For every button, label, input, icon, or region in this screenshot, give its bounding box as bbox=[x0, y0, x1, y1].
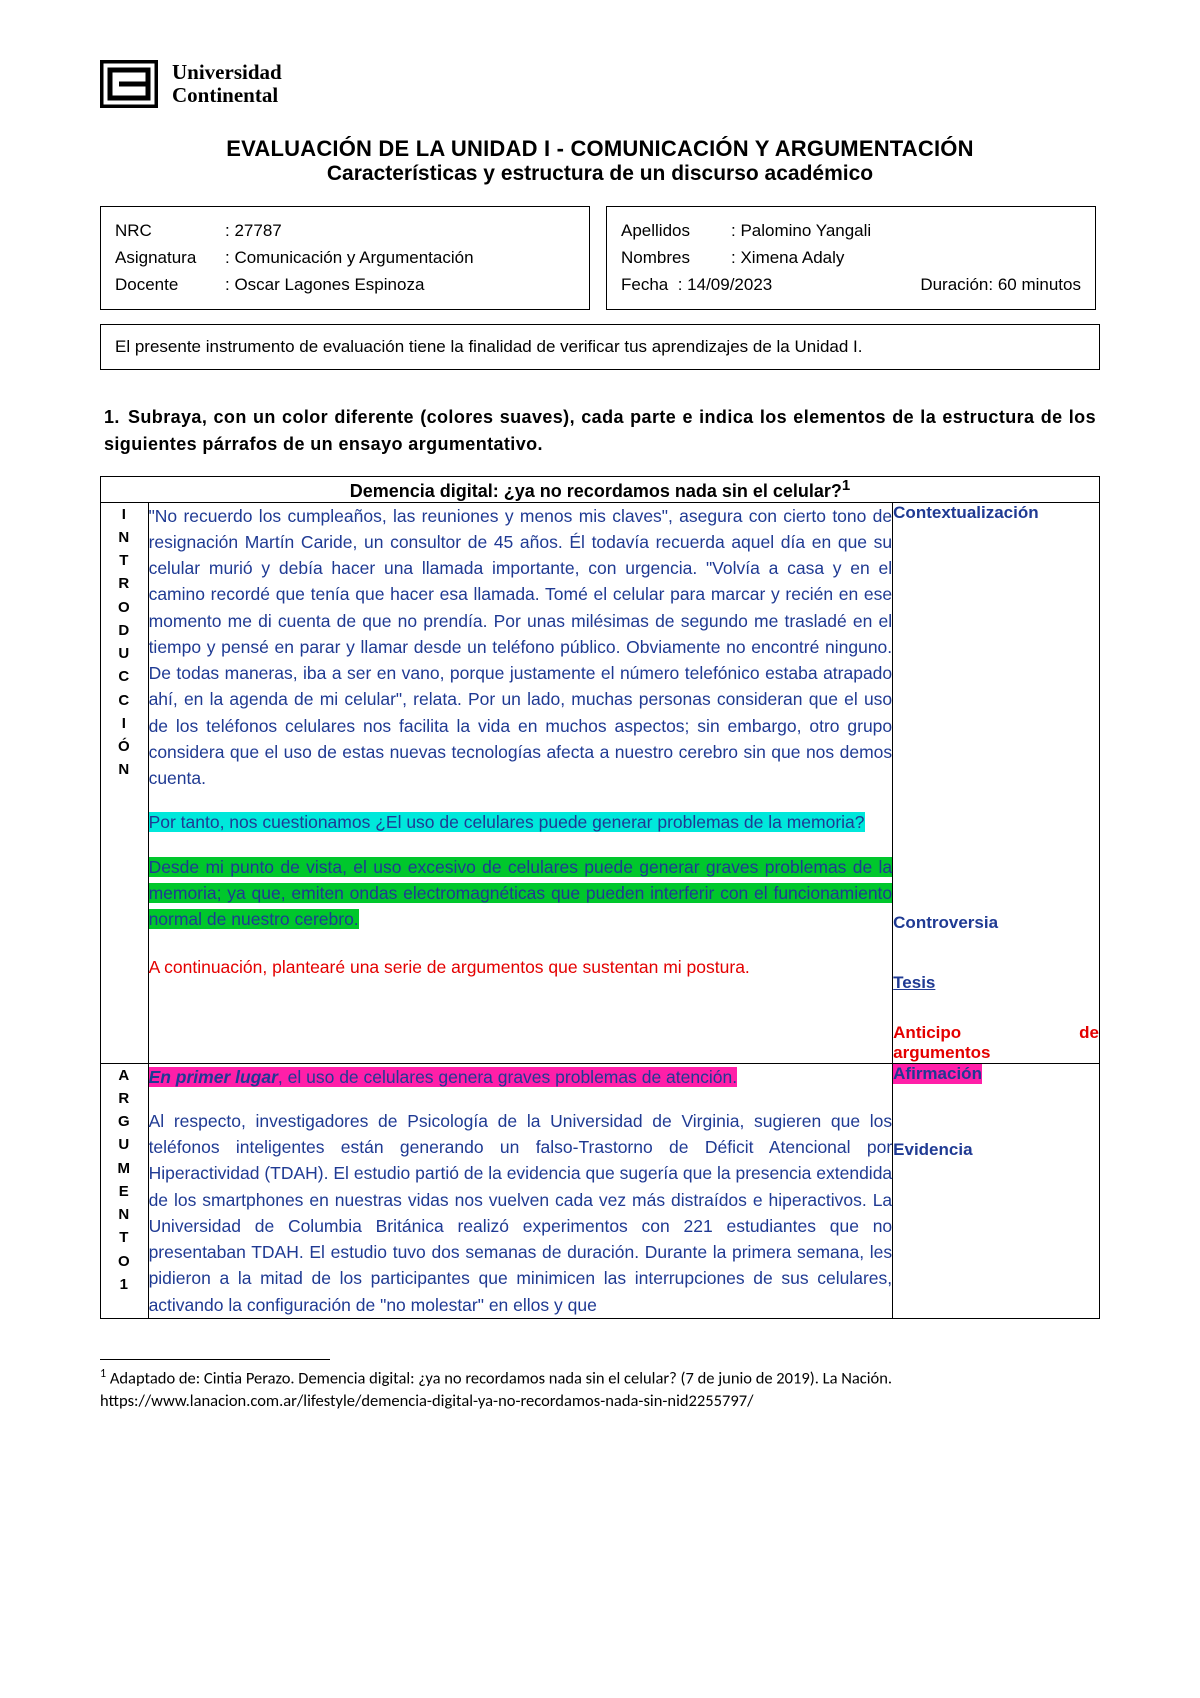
fecha-val: 14/09/2023 bbox=[687, 275, 772, 294]
controversia-text: Por tanto, nos cuestionamos ¿El uso de c… bbox=[149, 809, 893, 835]
tesis-text: Desde mi punto de vista, el uso excesivo… bbox=[149, 854, 893, 933]
essay-title-sup: 1 bbox=[842, 477, 850, 494]
side-anticipo-line1: Anticipo de bbox=[893, 1023, 1099, 1043]
info-row: NRC27787 AsignaturaComunicación y Argume… bbox=[100, 206, 1100, 310]
asig-label: Asignatura bbox=[115, 244, 225, 271]
footnote-text: Adaptado de: Cintia Perazo. Demencia dig… bbox=[100, 1368, 892, 1411]
dur-val: 60 minutos bbox=[998, 275, 1081, 294]
argumento1-vert: ARGUMENTO1 bbox=[101, 1063, 149, 1318]
afirmacion-text: En primer lugar, el uso de celulares gen… bbox=[149, 1064, 893, 1090]
essay-title-cell: Demencia digital: ¿ya no recordamos nada… bbox=[101, 476, 1100, 502]
title-block: EVALUACIÓN DE LA UNIDAD I - COMUNICACIÓN… bbox=[100, 136, 1100, 186]
fecha-label: Fecha bbox=[621, 275, 668, 294]
question-text: Subraya, con un color diferente (colores… bbox=[104, 407, 1096, 454]
side-controversia: Controversia bbox=[893, 913, 1099, 933]
info-box-right: ApellidosPalomino Yangali NombresXimena … bbox=[606, 206, 1096, 310]
nom-label: Nombres bbox=[621, 244, 731, 271]
argumento1-side: Afirmación Evidencia bbox=[893, 1063, 1100, 1318]
dur-label: Duración: bbox=[920, 275, 993, 294]
evidencia-text: Al respecto, investigadores de Psicologí… bbox=[149, 1108, 893, 1318]
side-afirmacion: Afirmación bbox=[893, 1064, 982, 1084]
logo-line2: Continental bbox=[172, 84, 282, 107]
essay-table: Demencia digital: ¿ya no recordamos nada… bbox=[100, 476, 1100, 1319]
introduccion-vert: INTRODUCCIÓN bbox=[101, 502, 149, 1063]
ape-val: Palomino Yangali bbox=[731, 217, 871, 244]
essay-title: Demencia digital: ¿ya no recordamos nada… bbox=[350, 481, 842, 501]
ape-label: Apellidos bbox=[621, 217, 731, 244]
nrc-val: 27787 bbox=[225, 217, 282, 244]
argumento1-body: En primer lugar, el uso de celulares gen… bbox=[148, 1063, 893, 1318]
doc-label: Docente bbox=[115, 271, 225, 298]
page-title: EVALUACIÓN DE LA UNIDAD I - COMUNICACIÓN… bbox=[100, 136, 1100, 162]
page-subtitle: Características y estructura de un discu… bbox=[100, 162, 1100, 186]
side-evidencia: Evidencia bbox=[893, 1140, 1099, 1160]
side-contextualizacion: Contextualización bbox=[893, 503, 1099, 523]
continental-logo-icon bbox=[100, 60, 158, 108]
contextualizacion-text: "No recuerdo los cumpleaños, las reunion… bbox=[149, 503, 893, 792]
asig-val: Comunicación y Argumentación bbox=[225, 244, 474, 271]
footnote-sep bbox=[100, 1359, 330, 1360]
logo-block: Universidad Continental bbox=[100, 60, 1100, 108]
introduccion-body: "No recuerdo los cumpleaños, las reunion… bbox=[148, 502, 893, 1063]
nrc-label: NRC bbox=[115, 217, 225, 244]
introduccion-side: Contextualización Controversia Tesis Ant… bbox=[893, 502, 1100, 1063]
info-box-left: NRC27787 AsignaturaComunicación y Argume… bbox=[100, 206, 590, 310]
side-anticipo-line2: argumentos bbox=[893, 1043, 1099, 1063]
description-box: El presente instrumento de evaluación ti… bbox=[100, 324, 1100, 370]
side-tesis: Tesis bbox=[893, 973, 1099, 993]
logo-line1: Universidad bbox=[172, 61, 282, 84]
footnote: 1 Adaptado de: Cintia Perazo. Demencia d… bbox=[100, 1366, 1100, 1414]
question-1: 1.Subraya, con un color diferente (color… bbox=[104, 404, 1096, 458]
anticipo-text: A continuación, plantearé una serie de a… bbox=[149, 954, 893, 980]
nom-val: Ximena Adaly bbox=[731, 244, 844, 271]
doc-val: Oscar Lagones Espinoza bbox=[225, 271, 424, 298]
logo-text: Universidad Continental bbox=[172, 61, 282, 107]
